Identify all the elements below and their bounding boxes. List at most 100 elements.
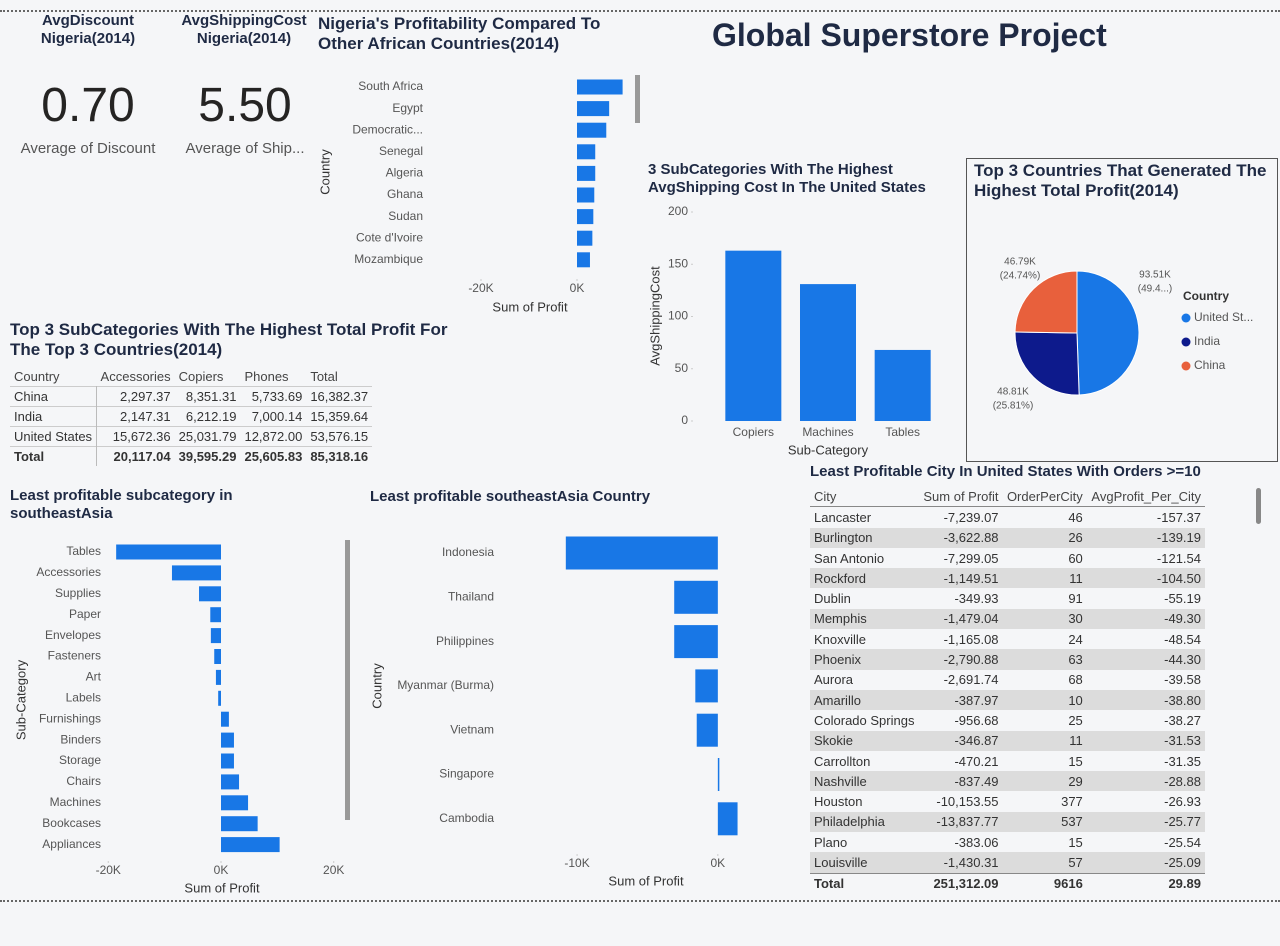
y-tick-label: Indonesia	[442, 545, 494, 559]
table-row: Houston -10,153.55 377 -26.93	[810, 791, 1205, 811]
y-tick-label: Machines	[50, 795, 101, 809]
y-tick-label: Envelopes	[45, 628, 101, 642]
table-cell: 11	[1069, 570, 1083, 586]
bar	[210, 628, 221, 644]
y-axis-label: AvgShippingCost	[647, 266, 662, 366]
y-tick-label: Democratic...	[352, 122, 423, 136]
table-cell: 16,382.37	[310, 389, 369, 404]
table-cell: 5,733.69	[251, 389, 303, 404]
y-tick-label: Philippines	[436, 634, 494, 648]
pivot-table: Country Accessories Copiers Phones Total Chin…	[10, 367, 373, 466]
table-cell: 26	[1068, 530, 1083, 546]
table-cell: 2,297.37	[120, 389, 171, 404]
table-cell: 15,359.64	[310, 409, 369, 424]
table-cell: -104.50	[1156, 570, 1201, 586]
table-cell: -157.37	[1156, 509, 1201, 525]
table-cell: Philadelphia	[814, 814, 885, 830]
table-cell: San Antonio	[814, 550, 885, 566]
table-cell: Skokie	[814, 733, 854, 749]
table-cell: 25	[1068, 712, 1083, 728]
table-cell: 29	[1068, 773, 1083, 789]
table-cell: 11	[1069, 733, 1083, 749]
x-tick-label: Tables	[885, 425, 920, 439]
table-cell: -10,153.55	[936, 794, 999, 810]
y-tick-label: Fasteners	[48, 649, 101, 663]
y-tick-label: Supplies	[55, 586, 101, 600]
table-cell: Nashville	[814, 773, 867, 789]
table-cell: 7,000.14	[251, 409, 303, 424]
table-cell: Memphis	[814, 611, 867, 627]
table-cell: 57	[1068, 854, 1083, 870]
chart-title: Least profitable southeastAsia Country	[370, 488, 651, 505]
bar	[577, 165, 596, 181]
header-row: Country Accessories Copiers Phones Total	[10, 367, 372, 387]
y-tick-label: Sudan	[388, 209, 423, 223]
table-row: Colorado Springs -956.68 25 -38.27	[810, 710, 1205, 730]
table-cell: -55.19	[1164, 591, 1201, 607]
bottom-border	[0, 900, 1280, 902]
table-cell: -44.30	[1164, 652, 1201, 668]
table-cell: Houston	[814, 794, 863, 810]
column-header: Copiers	[178, 369, 224, 384]
total-cell: Total	[10, 446, 98, 466]
table-cell: 2,147.31	[120, 409, 171, 424]
table-cell: United States	[10, 426, 98, 447]
table-cell: 53,576.15	[310, 429, 369, 444]
card-label: Average of Discount	[20, 140, 156, 157]
table-title: Least Profitable City In United States W…	[810, 463, 1201, 480]
table-cell: Lancaster	[814, 509, 872, 525]
bar	[199, 586, 221, 602]
bar	[577, 230, 593, 246]
table-cell: -26.93	[1164, 794, 1201, 810]
bar	[874, 349, 931, 421]
table-row: India 2,147.31 6,212.19 7,000.14 15,359.64	[10, 406, 373, 427]
bar	[218, 690, 221, 706]
y-tick-label: Art	[86, 670, 102, 684]
table-row: Dublin -349.93 91 -55.19	[810, 588, 1205, 608]
table-cell: -121.54	[1156, 550, 1201, 566]
table-cell: Dublin	[814, 591, 851, 607]
table-row: Phoenix -2,790.88 63 -44.30	[810, 649, 1205, 670]
total-cell: 251,312.09	[918, 872, 1003, 894]
table-cell: 46	[1068, 509, 1083, 525]
table-cell: Carrollton	[814, 753, 871, 769]
column-header: AvgProfit_Per_City	[1091, 488, 1201, 504]
bar	[214, 649, 221, 664]
top-border	[0, 10, 1280, 12]
table-cell: -383.06	[954, 834, 999, 850]
bar	[215, 669, 221, 685]
table-cell: 15	[1068, 834, 1083, 850]
table-row: Philadelphia -13,837.77 537 -25.77	[810, 811, 1205, 833]
chart-title: Nigeria's Profitability Compared To Othe…	[318, 14, 601, 54]
table-cell: -28.88	[1164, 773, 1201, 789]
table-cell: 91	[1068, 591, 1083, 607]
table-cell: -1,479.04	[943, 611, 999, 627]
table-cell: 15	[1068, 753, 1083, 769]
table-cell: India	[10, 406, 98, 427]
y-tick-label: Tables	[66, 544, 101, 558]
table-row: Knoxville -1,165.08 24 -48.54	[810, 629, 1205, 649]
column-header: Phones	[244, 369, 289, 384]
bar	[577, 252, 590, 268]
scrollbar[interactable]	[1256, 488, 1261, 524]
table-row: United States 15,672.36 25,031.79 12,872.00…	[10, 426, 373, 447]
bar	[577, 101, 610, 117]
table-cell: -25.77	[1164, 814, 1201, 830]
table-cell: -837.49	[954, 773, 999, 789]
y-tick-label: Labels	[66, 690, 101, 704]
y-tick-label: Accessories	[36, 565, 101, 579]
table-cell: 537	[1061, 814, 1083, 830]
y-tick-label: Cambodia	[439, 811, 494, 825]
y-tick-label: Binders	[60, 732, 101, 746]
y-tick-label: Chairs	[66, 774, 101, 788]
bar	[674, 580, 718, 614]
bar	[577, 187, 595, 203]
table-row: Skokie -346.87 11 -31.53	[810, 730, 1205, 751]
x-tick-label: -20K	[96, 863, 121, 877]
total-cell: Total	[810, 872, 919, 894]
x-tick-label: 0K	[214, 863, 229, 877]
table-row: San Antonio -7,299.05 60 -121.54	[810, 548, 1205, 568]
card-label: Average of Ship...	[185, 140, 305, 157]
table-cell: -1,430.31	[943, 854, 999, 870]
chart-title: Least profitable subcategory in southeas…	[10, 487, 233, 522]
